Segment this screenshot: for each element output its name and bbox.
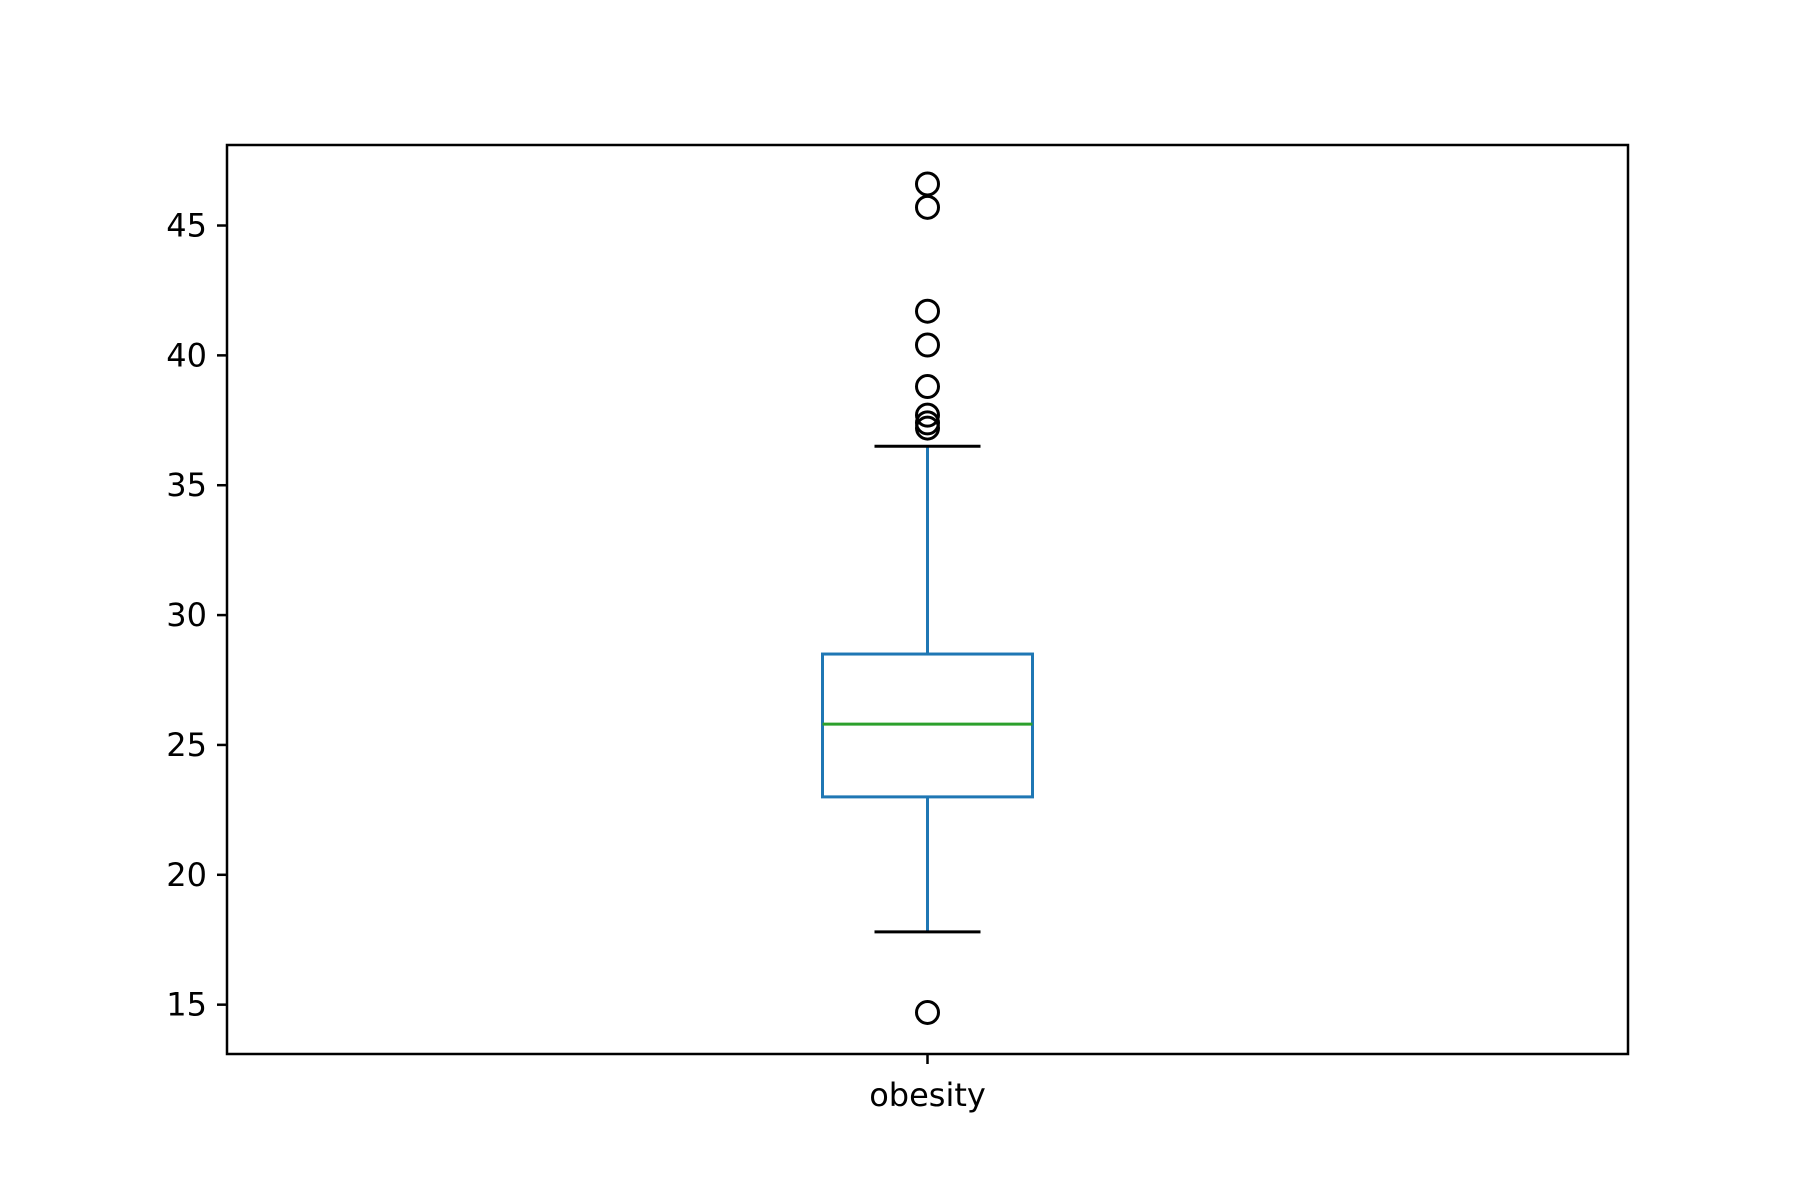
outlier-point [915, 374, 940, 400]
axis-layer: obesity 15 20 25 30 35 40 45 [166, 207, 986, 1114]
y-tick-label: 35 [166, 466, 207, 504]
y-tick-label: 20 [166, 856, 207, 894]
outlier-point [915, 999, 940, 1025]
y-tick-label: 15 [166, 986, 207, 1024]
y-tick-label: 40 [166, 336, 207, 374]
x-tick-label: obesity [869, 1076, 986, 1114]
y-tick-label: 25 [166, 726, 207, 764]
y-tick-label: 45 [166, 207, 207, 245]
outlier-point [915, 402, 940, 428]
outlier-point [915, 298, 940, 324]
plot-layer [821, 171, 1034, 1025]
y-tick-label: 30 [166, 596, 207, 634]
box-obesity [821, 171, 1034, 1025]
outlier-point [915, 410, 940, 436]
outlier-point [915, 171, 940, 197]
outlier-point [915, 332, 940, 358]
